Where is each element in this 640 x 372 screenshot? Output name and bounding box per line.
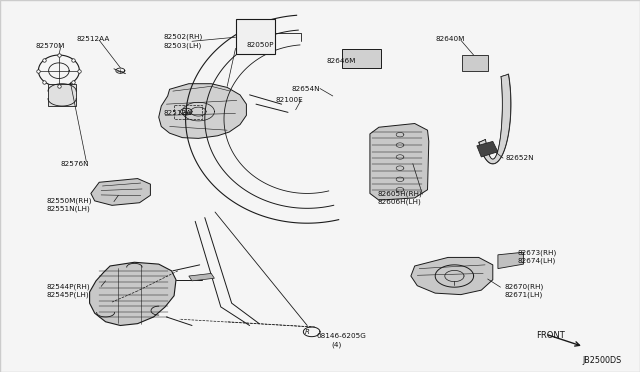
Text: 82545P(LH): 82545P(LH) — [46, 291, 89, 298]
Text: 82502(RH): 82502(RH) — [163, 34, 202, 41]
Text: 82050P: 82050P — [246, 42, 274, 48]
Text: 82551N(LH): 82551N(LH) — [46, 205, 90, 212]
Polygon shape — [411, 257, 493, 295]
Polygon shape — [48, 84, 76, 106]
Polygon shape — [370, 124, 429, 200]
Text: 82671(LH): 82671(LH) — [504, 291, 543, 298]
Text: 82674(LH): 82674(LH) — [517, 257, 556, 264]
Text: (4): (4) — [332, 342, 342, 349]
Text: 82606H(LH): 82606H(LH) — [378, 199, 421, 205]
Text: 82100E: 82100E — [275, 97, 303, 103]
Polygon shape — [90, 262, 176, 326]
Polygon shape — [477, 141, 498, 157]
Text: 82550M(RH): 82550M(RH) — [46, 198, 92, 204]
Text: 82640M: 82640M — [435, 36, 465, 42]
Text: JB2500DS: JB2500DS — [582, 356, 621, 365]
Polygon shape — [462, 55, 488, 71]
Text: 82673(RH): 82673(RH) — [517, 250, 556, 256]
Text: 82570M: 82570M — [35, 44, 65, 49]
Text: 82544P(RH): 82544P(RH) — [46, 284, 90, 291]
Text: 82646M: 82646M — [326, 58, 356, 64]
Text: 82605H(RH): 82605H(RH) — [378, 191, 422, 198]
Polygon shape — [159, 84, 246, 138]
Text: 82512AA: 82512AA — [77, 36, 110, 42]
Text: FRONT: FRONT — [536, 331, 565, 340]
Text: 82670(RH): 82670(RH) — [504, 284, 543, 291]
Text: 82576N: 82576N — [61, 161, 90, 167]
Polygon shape — [189, 273, 214, 281]
Polygon shape — [498, 252, 524, 269]
Text: 82652N: 82652N — [506, 155, 534, 161]
Polygon shape — [236, 19, 275, 54]
Polygon shape — [342, 49, 381, 68]
Text: 82503(LH): 82503(LH) — [163, 42, 202, 49]
Text: 82512A: 82512A — [163, 110, 191, 116]
Polygon shape — [91, 179, 150, 205]
Polygon shape — [479, 74, 511, 164]
Text: R: R — [305, 329, 310, 335]
Text: 08146-6205G: 08146-6205G — [317, 333, 367, 339]
Text: 82654N: 82654N — [291, 86, 320, 92]
